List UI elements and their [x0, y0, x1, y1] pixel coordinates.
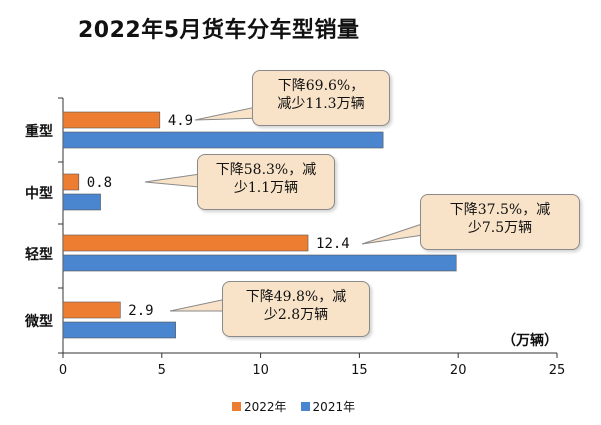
bar-轻型-2022年 — [62, 234, 309, 252]
bar-微型-2021年 — [62, 321, 176, 339]
callout-medium: 下降58.3%，减 少1.1万辆 — [197, 154, 335, 210]
callout-mini-line1: 下降49.8%，减 — [245, 289, 347, 305]
legend-item-2022: 2022年 — [232, 398, 287, 415]
callout-medium-line2: 少1.1万辆 — [233, 180, 299, 196]
bar-中型-2021年 — [62, 193, 101, 211]
unit-label: （万辆） — [502, 333, 558, 349]
x-tick-label-5: 5 — [158, 363, 166, 378]
legend-label-2021: 2021年 — [312, 400, 356, 414]
x-tick-label-25: 25 — [549, 363, 566, 378]
data-label-中型: 0.8 — [87, 175, 112, 191]
legend-label-2022: 2022年 — [244, 400, 287, 414]
callout-heavy-line2: 减少11.3万辆 — [277, 96, 365, 112]
x-tick-label-10: 10 — [252, 363, 269, 378]
bar-中型-2022年 — [62, 173, 80, 191]
callout-medium-line1: 下降58.3%，减 — [215, 162, 317, 178]
x-tick-label-0: 0 — [59, 363, 67, 378]
chart-title: 2022年5月货车分车型销量 — [78, 18, 360, 43]
callout-light-line1: 下降37.5%，减 — [449, 202, 551, 218]
callout-mini-line2: 少2.8万辆 — [263, 307, 329, 323]
category-label-中型: 中型 — [25, 185, 53, 202]
data-label-微型: 2.9 — [128, 303, 153, 319]
callout-light: 下降37.5%，减 少7.5万辆 — [420, 194, 580, 250]
data-label-重型: 4.9 — [168, 113, 193, 129]
category-label-轻型: 轻型 — [25, 246, 53, 263]
bar-轻型-2021年 — [62, 254, 457, 272]
bar-微型-2022年 — [62, 301, 121, 319]
legend-swatch-2021 — [300, 402, 310, 411]
data-label-轻型: 12.4 — [316, 236, 350, 252]
bar-重型-2022年 — [62, 111, 161, 129]
category-label-微型: 微型 — [24, 313, 53, 330]
legend-item-2021: 2021年 — [300, 398, 356, 415]
legend: 2022年 2021年 — [232, 398, 355, 415]
x-tick-label-15: 15 — [351, 363, 368, 378]
category-label-重型: 重型 — [25, 123, 53, 140]
callout-mini: 下降49.8%，减 少2.8万辆 — [222, 281, 370, 337]
bar-重型-2021年 — [62, 131, 384, 149]
legend-swatch-2022 — [232, 402, 241, 411]
callout-heavy-line1: 下降69.6%， — [277, 78, 365, 94]
callout-light-line2: 少7.5万辆 — [467, 220, 533, 236]
x-tick-label-20: 20 — [450, 363, 467, 378]
callout-heavy: 下降69.6%， 减少11.3万辆 — [252, 70, 390, 126]
